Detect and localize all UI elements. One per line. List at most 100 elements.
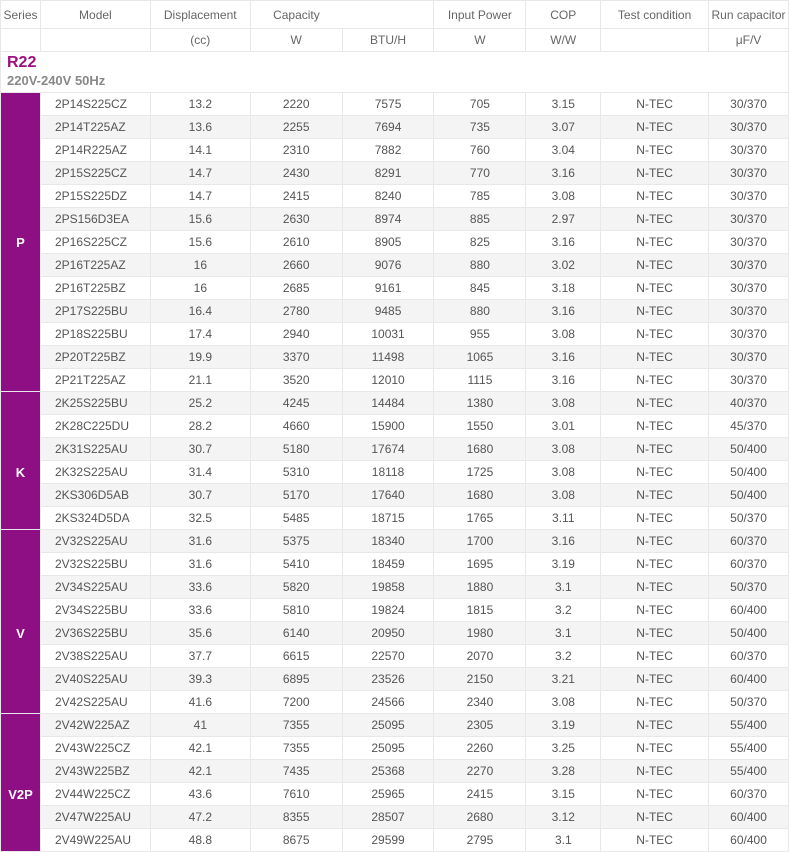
test-condition-cell: N-TEC bbox=[601, 668, 709, 691]
cop-cell: 3.08 bbox=[526, 323, 601, 346]
model-cell: 2PS156D3EA bbox=[40, 208, 150, 231]
run-capacitor-cell: 60/400 bbox=[709, 668, 789, 691]
capacity-btu-cell: 18340 bbox=[342, 530, 434, 553]
header-run-capacitor-unit: μF/V bbox=[709, 29, 789, 52]
capacity-btu-cell: 29599 bbox=[342, 829, 434, 852]
cop-cell: 3.15 bbox=[526, 93, 601, 116]
table-row: 2V38S225AU37.766152257020703.2N-TEC60/37… bbox=[1, 645, 789, 668]
spec-table: Series Model Displacement Capacity Input… bbox=[0, 0, 789, 52]
displacement-cell: 31.4 bbox=[150, 461, 250, 484]
table-row: 2V42S225AU41.672002456623403.08N-TEC50/3… bbox=[1, 691, 789, 714]
capacity-btu-cell: 28507 bbox=[342, 806, 434, 829]
capacity-w-cell: 4245 bbox=[250, 392, 342, 415]
table-row: 2KS306D5AB30.751701764016803.08N-TEC50/4… bbox=[1, 484, 789, 507]
run-capacitor-cell: 55/400 bbox=[709, 737, 789, 760]
input-power-cell: 705 bbox=[434, 93, 526, 116]
series-cell bbox=[1, 576, 41, 599]
displacement-cell: 39.3 bbox=[150, 668, 250, 691]
model-cell: 2V34S225BU bbox=[40, 599, 150, 622]
header-run-capacitor: Run capacitor bbox=[709, 1, 789, 29]
run-capacitor-cell: 50/400 bbox=[709, 484, 789, 507]
capacity-btu-cell: 25095 bbox=[342, 714, 434, 737]
run-capacitor-cell: 50/370 bbox=[709, 691, 789, 714]
displacement-cell: 25.2 bbox=[150, 392, 250, 415]
capacity-btu-cell: 22570 bbox=[342, 645, 434, 668]
series-cell bbox=[1, 599, 41, 622]
section-title: R22 bbox=[7, 54, 36, 71]
test-condition-cell: N-TEC bbox=[601, 346, 709, 369]
capacity-w-cell: 4660 bbox=[250, 415, 342, 438]
header-displacement: Displacement bbox=[150, 1, 250, 29]
capacity-btu-cell: 19824 bbox=[342, 599, 434, 622]
model-cell: 2V40S225AU bbox=[40, 668, 150, 691]
input-power-cell: 2415 bbox=[434, 783, 526, 806]
capacity-btu-cell: 8905 bbox=[342, 231, 434, 254]
input-power-cell: 1695 bbox=[434, 553, 526, 576]
table-row: 2V40S225AU39.368952352621503.21N-TEC60/4… bbox=[1, 668, 789, 691]
capacity-btu-cell: 25095 bbox=[342, 737, 434, 760]
capacity-w-cell: 7355 bbox=[250, 737, 342, 760]
cop-cell: 3.15 bbox=[526, 783, 601, 806]
input-power-cell: 2340 bbox=[434, 691, 526, 714]
displacement-cell: 16.4 bbox=[150, 300, 250, 323]
displacement-cell: 42.1 bbox=[150, 760, 250, 783]
capacity-w-cell: 5310 bbox=[250, 461, 342, 484]
run-capacitor-cell: 50/400 bbox=[709, 622, 789, 645]
header-displacement-unit: (cc) bbox=[150, 29, 250, 52]
model-cell: 2K25S225BU bbox=[40, 392, 150, 415]
table-row: 2KS324D5DA32.554851871517653.11N-TEC50/3… bbox=[1, 507, 789, 530]
displacement-cell: 32.5 bbox=[150, 507, 250, 530]
run-capacitor-cell: 30/370 bbox=[709, 277, 789, 300]
capacity-w-cell: 2660 bbox=[250, 254, 342, 277]
capacity-btu-cell: 8240 bbox=[342, 185, 434, 208]
capacity-w-cell: 5485 bbox=[250, 507, 342, 530]
displacement-cell: 19.9 bbox=[150, 346, 250, 369]
series-cell bbox=[1, 829, 41, 852]
input-power-cell: 1880 bbox=[434, 576, 526, 599]
model-cell: 2P15S225DZ bbox=[40, 185, 150, 208]
input-power-cell: 1725 bbox=[434, 461, 526, 484]
capacity-w-cell: 5820 bbox=[250, 576, 342, 599]
displacement-cell: 33.6 bbox=[150, 576, 250, 599]
capacity-btu-cell: 10031 bbox=[342, 323, 434, 346]
cop-cell: 3.16 bbox=[526, 162, 601, 185]
run-capacitor-cell: 60/370 bbox=[709, 530, 789, 553]
table-row: 2K25S225BU25.242451448413803.08N-TEC40/3… bbox=[1, 392, 789, 415]
series-cell bbox=[1, 553, 41, 576]
table-row: 2PS156D3EA15.6263089748852.97N-TEC30/370 bbox=[1, 208, 789, 231]
model-cell: 2P21T225AZ bbox=[40, 369, 150, 392]
cop-cell: 3.01 bbox=[526, 415, 601, 438]
section-title-row: R22 bbox=[0, 52, 789, 72]
capacity-btu-cell: 9076 bbox=[342, 254, 434, 277]
cop-cell: 3.21 bbox=[526, 668, 601, 691]
table-row: P2P16S225CZ15.6261089058253.16N-TEC30/37… bbox=[1, 231, 789, 254]
displacement-cell: 14.1 bbox=[150, 139, 250, 162]
capacity-btu-cell: 17674 bbox=[342, 438, 434, 461]
model-cell: 2P15S225CZ bbox=[40, 162, 150, 185]
displacement-cell: 13.6 bbox=[150, 116, 250, 139]
input-power-cell: 2305 bbox=[434, 714, 526, 737]
test-condition-cell: N-TEC bbox=[601, 93, 709, 116]
model-cell: 2P20T225BZ bbox=[40, 346, 150, 369]
model-cell: 2K31S225AU bbox=[40, 438, 150, 461]
displacement-cell: 30.7 bbox=[150, 438, 250, 461]
capacity-btu-cell: 24566 bbox=[342, 691, 434, 714]
header-series-blank bbox=[1, 29, 41, 52]
model-cell: 2V49W225AU bbox=[40, 829, 150, 852]
table-row: 2V49W225AU48.886752959927953.1N-TEC60/40… bbox=[1, 829, 789, 852]
table-row: 2K31S225AU30.751801767416803.08N-TEC50/4… bbox=[1, 438, 789, 461]
input-power-cell: 880 bbox=[434, 254, 526, 277]
input-power-cell: 1550 bbox=[434, 415, 526, 438]
header-model: Model bbox=[40, 1, 150, 29]
header-capacity-w-top: Capacity bbox=[250, 1, 342, 29]
test-condition-cell: N-TEC bbox=[601, 162, 709, 185]
table-row: 2K28C225DU28.246601590015503.01N-TEC45/3… bbox=[1, 415, 789, 438]
model-cell: 2V32S225BU bbox=[40, 553, 150, 576]
test-condition-cell: N-TEC bbox=[601, 576, 709, 599]
model-cell: 2P16S225CZ bbox=[40, 231, 150, 254]
input-power-cell: 1065 bbox=[434, 346, 526, 369]
test-condition-cell: N-TEC bbox=[601, 208, 709, 231]
series-cell bbox=[1, 392, 41, 415]
capacity-w-cell: 2220 bbox=[250, 93, 342, 116]
input-power-cell: 955 bbox=[434, 323, 526, 346]
